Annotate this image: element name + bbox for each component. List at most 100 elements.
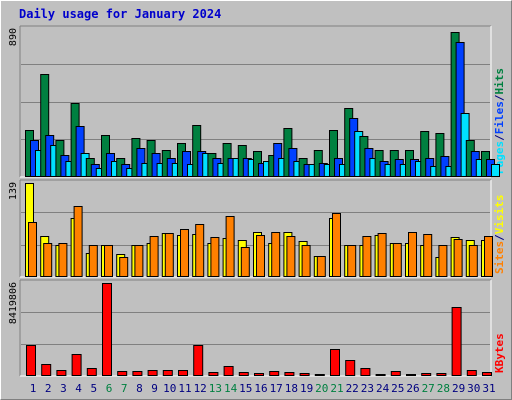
bar-sites-day-4 xyxy=(73,206,83,277)
x-tick-label-day-4: 4 xyxy=(75,382,82,395)
bar-sites-day-10 xyxy=(164,233,174,277)
series-legend: Pages/Files/Hits xyxy=(493,68,506,174)
bar-sites-day-12 xyxy=(195,224,205,277)
bar-sites-day-25 xyxy=(392,243,402,277)
bar-sites-day-24 xyxy=(377,233,387,277)
bar-kbytes-day-15 xyxy=(238,372,249,376)
y-max-label: 8419806 xyxy=(8,282,19,324)
x-tick-label-day-13: 13 xyxy=(209,382,222,395)
bar-kbytes-day-31 xyxy=(482,372,492,376)
x-tick-label-day-18: 18 xyxy=(285,382,298,395)
x-tick-label-day-11: 11 xyxy=(178,382,191,395)
x-tick-label-day-21: 21 xyxy=(330,382,343,395)
x-tick-label-day-17: 17 xyxy=(270,382,283,395)
bar-kbytes-day-22 xyxy=(345,360,356,376)
x-tick-label-day-26: 26 xyxy=(406,382,419,395)
x-tick-label-day-22: 22 xyxy=(346,382,359,395)
y-max-label: 139 xyxy=(8,182,19,200)
bar-sites-day-9 xyxy=(149,236,159,277)
x-tick-label-day-2: 2 xyxy=(45,382,52,395)
bar-files-day-29 xyxy=(455,42,465,177)
bar-sites-day-14 xyxy=(225,216,235,277)
bar-kbytes-day-26 xyxy=(406,374,416,376)
bar-sites-day-23 xyxy=(362,236,372,277)
x-tick-label-day-1: 1 xyxy=(30,382,37,395)
bar-kbytes-day-3 xyxy=(56,370,67,376)
legend-entry: Visits xyxy=(493,195,506,235)
x-tick-label-day-23: 23 xyxy=(361,382,374,395)
x-tick-label-day-19: 19 xyxy=(300,382,313,395)
bar-sites-day-22 xyxy=(347,245,357,277)
legend-entry: KBytes xyxy=(493,333,506,373)
bar-sites-day-20 xyxy=(316,256,326,277)
bar-kbytes-day-9 xyxy=(147,370,158,376)
bar-kbytes-day-24 xyxy=(375,374,386,376)
bar-hits-day-27 xyxy=(420,131,430,177)
bar-kbytes-day-19 xyxy=(299,373,310,376)
bar-sites-day-19 xyxy=(301,245,311,277)
bar-hits-day-21 xyxy=(329,130,338,177)
x-tick-label-day-9: 9 xyxy=(151,382,158,395)
bar-sites-day-29 xyxy=(453,239,463,277)
bar-sites-day-7 xyxy=(119,257,129,277)
x-tick-label-day-5: 5 xyxy=(90,382,97,395)
bar-sites-day-8 xyxy=(134,245,144,277)
bar-kbytes-day-23 xyxy=(360,368,371,376)
bar-pages-day-31 xyxy=(491,164,500,177)
x-tick-label-day-10: 10 xyxy=(163,382,176,395)
bar-kbytes-day-5 xyxy=(86,368,97,376)
bar-hits-day-2 xyxy=(40,74,50,177)
bar-sites-day-11 xyxy=(180,229,189,277)
bar-sites-day-16 xyxy=(256,235,265,277)
bar-kbytes-day-27 xyxy=(421,373,432,376)
x-tick-label-day-14: 14 xyxy=(224,382,238,395)
bar-sites-day-1 xyxy=(28,222,37,277)
bar-kbytes-day-29 xyxy=(451,307,462,376)
bar-kbytes-day-28 xyxy=(436,373,447,376)
bar-sites-day-5 xyxy=(88,245,98,277)
bar-kbytes-day-30 xyxy=(466,370,477,376)
legend-entry: / xyxy=(493,94,506,101)
x-tick-label-day-31: 31 xyxy=(482,382,495,395)
series-legend: Sites/Visits xyxy=(493,195,506,275)
bar-sites-day-27 xyxy=(423,234,433,277)
x-tick-label-day-27: 27 xyxy=(422,382,435,395)
x-tick-label-day-30: 30 xyxy=(467,382,480,395)
bar-sites-day-15 xyxy=(240,247,250,277)
bar-sites-day-6 xyxy=(104,245,113,277)
series-legend: KBytes xyxy=(493,333,506,373)
bar-kbytes-day-14 xyxy=(223,366,234,376)
bar-kbytes-day-11 xyxy=(178,370,188,376)
bar-files-day-4 xyxy=(75,126,85,177)
x-tick-label-day-25: 25 xyxy=(391,382,404,395)
bar-files-day-8 xyxy=(136,148,146,177)
panel-kbytes xyxy=(20,280,491,376)
bar-kbytes-day-25 xyxy=(390,371,401,376)
chart-title: Daily usage for January 2024 xyxy=(19,7,222,21)
bar-kbytes-day-18 xyxy=(284,372,295,376)
bar-kbytes-day-16 xyxy=(254,373,264,376)
bar-kbytes-day-21 xyxy=(330,349,340,376)
x-tick-label-day-20: 20 xyxy=(315,382,328,395)
bar-sites-day-21 xyxy=(332,213,341,277)
bar-sites-day-28 xyxy=(438,245,448,277)
bar-sites-day-2 xyxy=(43,243,53,277)
bar-kbytes-day-7 xyxy=(117,371,128,376)
legend-entry: / xyxy=(493,234,506,241)
bar-sites-day-3 xyxy=(58,243,68,277)
bar-sites-day-18 xyxy=(286,236,296,277)
bar-sites-day-13 xyxy=(210,237,220,277)
y-max-label: 890 xyxy=(8,28,19,46)
x-tick-label-day-3: 3 xyxy=(60,382,67,395)
bar-kbytes-day-6 xyxy=(102,283,112,376)
x-tick-label-day-7: 7 xyxy=(121,382,128,395)
bar-kbytes-day-10 xyxy=(162,370,173,376)
x-tick-label-day-16: 16 xyxy=(254,382,267,395)
bar-sites-day-17 xyxy=(271,232,281,277)
bar-kbytes-day-2 xyxy=(41,364,52,376)
bar-sites-day-30 xyxy=(468,245,478,277)
bar-hits-day-28 xyxy=(435,133,445,177)
bar-kbytes-day-12 xyxy=(193,345,204,376)
bar-sites-day-31 xyxy=(484,236,493,277)
